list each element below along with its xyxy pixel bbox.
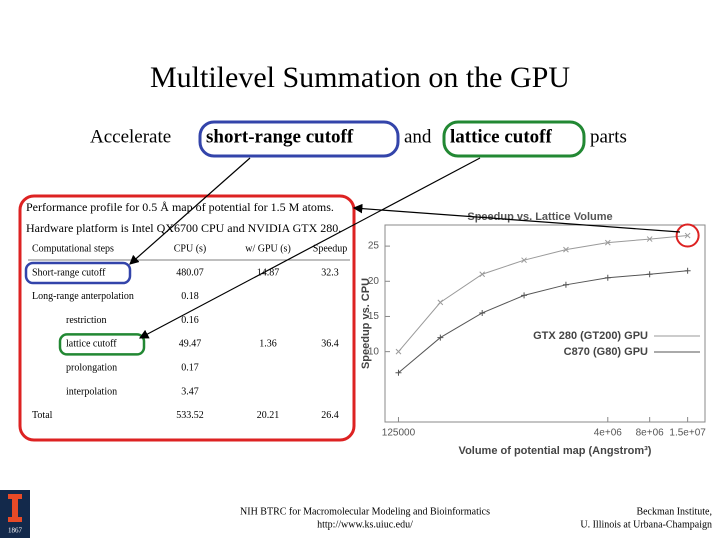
y-tick-label: 10	[368, 346, 380, 357]
y-tick-label: 15	[368, 311, 380, 322]
footer-text: Beckman Institute,	[636, 506, 712, 517]
data-point	[395, 348, 402, 355]
table-cell: 26.4	[321, 410, 339, 421]
footer-text: NIH BTRC for Macromolecular Modeling and…	[240, 506, 490, 517]
table-header: CPU (s)	[174, 243, 207, 254]
row-label: lattice cutoff	[66, 339, 117, 350]
table-frame	[18, 194, 356, 442]
table-cell: 533.52	[176, 410, 204, 421]
data-point	[684, 267, 691, 274]
data-point	[604, 274, 611, 281]
row-label: restriction	[66, 315, 107, 326]
subtitle-text: and	[404, 126, 432, 147]
row-label: prolongation	[66, 362, 117, 373]
chart-title: Speedup vs. Lattice Volume	[467, 211, 612, 223]
data-point	[395, 369, 402, 376]
data-point	[437, 334, 444, 341]
table-cell: 32.3	[321, 267, 339, 278]
data-point	[684, 232, 691, 239]
highlight-box	[442, 120, 586, 158]
highlight-box	[58, 333, 146, 356]
logo-mark	[8, 494, 22, 522]
arrow	[129, 157, 251, 265]
row-label: Total	[32, 410, 53, 421]
data-point	[646, 271, 653, 278]
arrow	[352, 203, 681, 233]
subtitle-text: Accelerate	[90, 126, 171, 147]
table: Performance profile for 0.5 Å map of pot…	[24, 200, 350, 421]
data-point	[521, 292, 528, 299]
table-cell: 3.47	[181, 386, 199, 397]
table-caption: Hardware platform is Intel QX6700 CPU an…	[26, 221, 341, 235]
data-point	[521, 257, 527, 264]
data-point	[563, 246, 569, 253]
table-cell: 0.18	[181, 291, 199, 302]
y-tick-label: 25	[368, 241, 380, 252]
table-cell: 0.17	[181, 362, 199, 373]
data-point	[646, 236, 653, 242]
footer-text: U. Illinois at Urbana-Champaign	[580, 519, 712, 530]
data-point	[437, 299, 444, 306]
table-cell: 0.16	[181, 315, 199, 326]
table-cell: 1.36	[259, 339, 277, 350]
x-tick-label: 8e+06	[636, 428, 665, 439]
x-tick-label: 125000	[382, 428, 416, 439]
arrow	[138, 157, 481, 339]
y-tick-label: 20	[368, 276, 380, 287]
table-cell: 480.07	[176, 267, 204, 278]
series-line	[398, 235, 688, 352]
series-line	[398, 270, 688, 374]
chart: Speedup vs. Lattice Volume Speedup vs. CP…	[360, 211, 706, 457]
table-header: Computational steps	[32, 243, 114, 254]
table-caption: Performance profile for 0.5 Å map of pot…	[26, 200, 334, 214]
table-header: w/ GPU (s)	[245, 243, 291, 254]
highlight-box	[198, 120, 400, 158]
highlight-circle	[675, 223, 700, 248]
x-tick-label: 1.5e+07	[669, 428, 706, 439]
table-cell: 49.47	[179, 339, 202, 350]
data-point	[479, 271, 486, 278]
subtitle-highlight: lattice cutoff	[450, 126, 552, 147]
logo-year: 1867	[8, 527, 23, 535]
table-cell: 36.4	[321, 339, 339, 350]
row-label: Long-range anterpolation	[32, 291, 134, 302]
subtitle-highlight: short-range cutoff	[206, 126, 354, 147]
legend-label: C870 (G80) GPU	[564, 346, 648, 358]
highlight-box	[24, 261, 132, 285]
table-header: Speedup	[313, 243, 347, 254]
slide-title: Multilevel Summation on the GPU	[150, 61, 570, 94]
footer-text: http://www.ks.uiuc.edu/	[317, 519, 413, 530]
plot-frame	[384, 224, 706, 423]
x-tick-label: 4e+06	[594, 428, 623, 439]
data-point	[479, 309, 486, 316]
subtitle-text: parts	[590, 126, 627, 147]
data-point	[604, 239, 611, 246]
row-label: interpolation	[66, 386, 117, 397]
y-axis-label: Speedup vs. CPU	[360, 278, 372, 369]
row-label: Short-range cutoff	[32, 267, 106, 278]
table-cell: 20.21	[257, 410, 280, 421]
x-axis-label: Volume of potential map (Angstrom³)	[459, 445, 652, 457]
data-point	[562, 281, 569, 288]
legend-label: GTX 280 (GT200) GPU	[533, 330, 648, 342]
table-cell: 14.87	[257, 267, 280, 278]
